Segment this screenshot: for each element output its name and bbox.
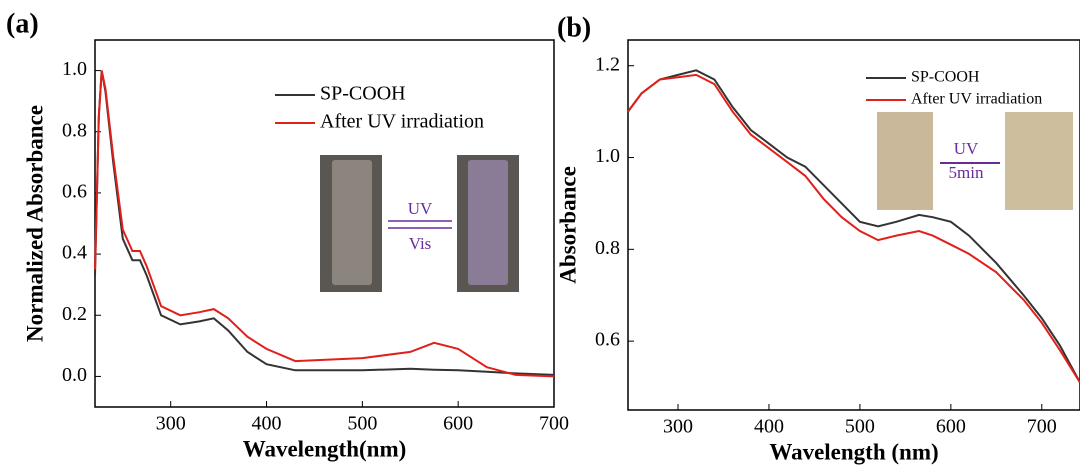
series-line [627,69,1080,383]
annotation: Vis [409,234,432,253]
x-tick-label: 700 [1027,416,1057,438]
x-axis-title: Wavelength(nm) [243,436,407,461]
x-tick-label: 500 [845,416,875,438]
panel-label: (b) [557,12,591,43]
legend-label: SP-COOH [911,69,980,86]
plot-frame [627,39,1080,411]
y-tick-label: 1.2 [595,53,620,75]
annotation: UV [954,139,979,158]
x-tick-label: 700 [539,413,569,435]
panel-label: (a) [6,8,39,39]
y-tick-label: 0.0 [62,364,87,386]
x-tick-label: 300 [663,416,693,438]
legend-label: SP-COOH [320,83,406,105]
x-tick-label: 400 [252,413,282,435]
annotation: UV [408,199,433,218]
series-line [627,73,1080,384]
legend-label: After UV irradiation [320,111,484,133]
x-tick-label: 300 [156,413,186,435]
y-tick-label: 1.0 [62,58,87,80]
series-line [94,70,555,378]
y-tick-label: 0.8 [595,237,620,259]
y-tick-label: 0.6 [62,181,87,203]
y-tick-label: 1.0 [595,145,620,167]
y-tick-label: 0.6 [595,329,620,351]
x-tick-label: 600 [443,413,473,435]
legend-label: After UV irradiation [911,91,1042,108]
y-tick-label: 0.8 [62,119,87,141]
annotation: 5min [949,163,984,182]
y-tick-label: 0.2 [62,303,87,325]
x-tick-label: 500 [347,413,377,435]
plot-frame [94,39,555,408]
x-axis-title: Wavelength (nm) [769,439,938,464]
y-tick-label: 0.4 [62,242,87,264]
y-axis-title: Absorbance [555,166,580,284]
inset-photos-a [320,155,519,292]
x-tick-label: 400 [754,416,784,438]
inset-photos-b [877,112,1073,210]
y-axis-title: Normalized Absorbance [22,105,47,342]
x-tick-label: 600 [936,416,966,438]
